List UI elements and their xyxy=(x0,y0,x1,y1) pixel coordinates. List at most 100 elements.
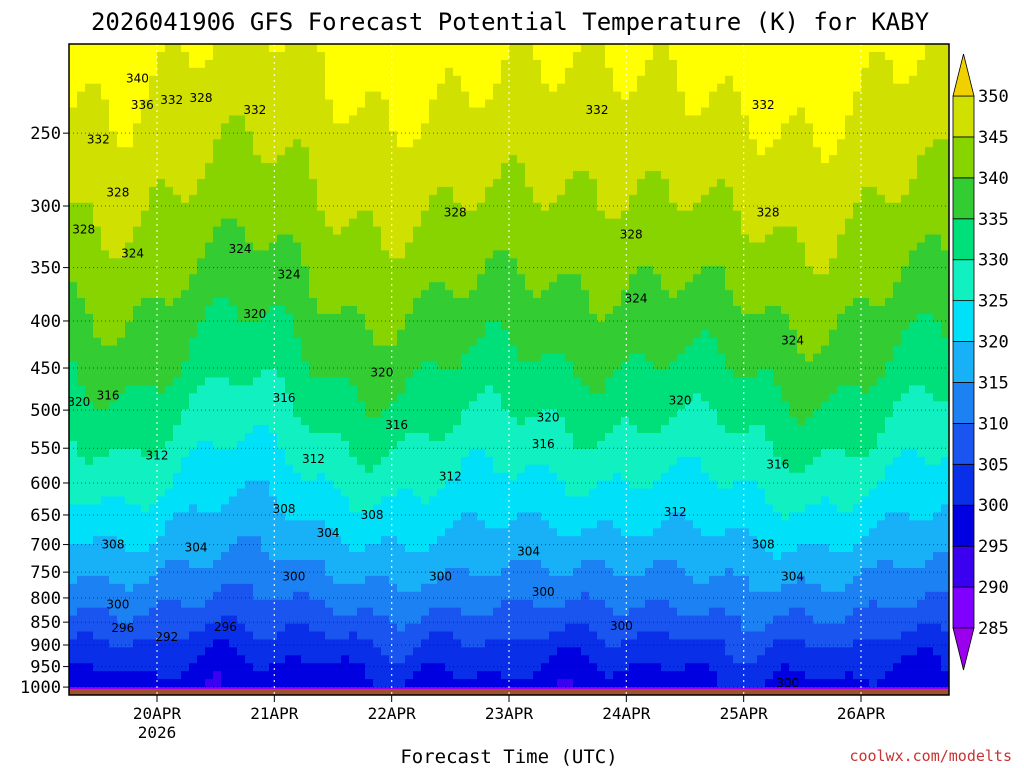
heat-cell xyxy=(213,210,222,220)
heat-cell xyxy=(685,59,694,69)
heat-cell xyxy=(485,242,494,252)
heat-cell xyxy=(749,186,758,196)
heat-cell xyxy=(429,210,438,220)
heat-cell xyxy=(445,186,454,196)
heat-cell xyxy=(413,282,422,291)
heat-cell xyxy=(477,369,486,379)
heat-cell xyxy=(517,202,526,212)
heat-cell xyxy=(365,44,374,53)
heat-cell xyxy=(413,59,422,69)
heat-cell xyxy=(93,147,102,156)
heat-cell xyxy=(205,234,214,244)
heat-cell xyxy=(189,226,198,236)
heat-cell xyxy=(941,186,949,196)
heat-cell xyxy=(733,393,742,402)
heat-cell xyxy=(365,131,374,140)
heat-cell xyxy=(237,171,246,180)
heat-cell xyxy=(557,202,566,212)
heat-cell xyxy=(549,194,558,204)
heat-cell xyxy=(621,202,630,212)
heat-cell xyxy=(789,51,798,61)
heat-cell xyxy=(789,123,798,132)
heat-cell xyxy=(557,163,566,172)
heat-cell xyxy=(581,186,590,196)
heat-cell xyxy=(661,83,670,93)
heat-cell xyxy=(629,99,638,109)
heat-cell xyxy=(869,171,878,180)
heat-cell xyxy=(517,59,526,69)
heat-cell xyxy=(237,67,246,77)
heat-cell xyxy=(869,107,878,117)
heat-cell xyxy=(581,250,590,259)
heat-cell xyxy=(437,107,446,117)
heat-cell xyxy=(485,51,494,61)
heat-cell xyxy=(813,377,822,386)
heat-cell xyxy=(85,44,94,53)
heat-cell xyxy=(309,321,318,331)
heat-cell xyxy=(197,274,206,283)
heat-cell xyxy=(549,337,558,347)
heat-cell xyxy=(685,369,694,379)
heat-cell xyxy=(573,67,582,77)
heat-cell xyxy=(869,226,878,236)
heat-cell xyxy=(405,298,414,307)
heat-cell xyxy=(85,123,94,132)
heat-cell xyxy=(701,59,710,69)
heat-cell xyxy=(445,234,454,244)
heat-cell xyxy=(669,115,678,124)
heat-cell xyxy=(861,186,870,196)
heat-cell xyxy=(221,59,230,69)
heat-cell xyxy=(349,353,358,363)
heat-cell xyxy=(733,305,742,315)
heat-cell xyxy=(885,313,894,323)
heat-cell xyxy=(381,194,390,204)
heat-cell xyxy=(165,218,174,228)
heat-cell xyxy=(421,115,430,124)
heat-cell xyxy=(573,361,582,371)
heat-cell xyxy=(789,67,798,77)
heat-cell xyxy=(749,131,758,140)
heat-cell xyxy=(205,171,214,180)
heat-cell xyxy=(429,377,438,386)
heat-cell xyxy=(829,242,838,252)
heat-cell xyxy=(693,171,702,180)
heat-cell xyxy=(885,218,894,228)
heat-cell xyxy=(381,385,390,394)
heat-cell xyxy=(277,163,286,172)
heat-cell xyxy=(301,337,310,347)
heat-cell xyxy=(141,290,150,299)
heat-cell xyxy=(565,51,574,61)
heat-cell xyxy=(301,401,310,410)
heat-cell xyxy=(205,210,214,220)
heat-cell xyxy=(125,393,134,402)
heat-cell xyxy=(861,218,870,228)
heat-cell xyxy=(157,274,166,283)
heat-cell xyxy=(661,369,670,379)
heat-cell xyxy=(149,131,158,140)
heat-cell xyxy=(677,44,686,53)
heat-cell xyxy=(757,115,766,124)
heat-cell xyxy=(821,139,830,148)
heat-cell xyxy=(565,329,574,339)
heat-cell xyxy=(205,401,214,410)
heat-cell xyxy=(197,139,206,148)
heat-cell xyxy=(221,377,230,386)
heat-cell xyxy=(605,75,614,85)
heat-cell xyxy=(365,393,374,402)
heat-cell xyxy=(85,186,94,196)
heat-cell xyxy=(477,393,486,402)
heat-cell xyxy=(85,353,94,363)
heat-cell xyxy=(437,377,446,386)
heat-cell xyxy=(781,329,790,339)
heat-cell xyxy=(845,115,854,124)
heat-cell xyxy=(677,123,686,132)
heat-cell xyxy=(621,250,630,259)
heat-cell xyxy=(301,131,310,140)
heat-cell xyxy=(365,51,374,61)
heat-cell xyxy=(669,305,678,315)
heat-cell xyxy=(333,99,342,109)
heat-cell xyxy=(229,194,238,204)
heat-cell xyxy=(421,345,430,355)
heat-cell xyxy=(157,131,166,140)
heat-cell xyxy=(741,131,750,140)
